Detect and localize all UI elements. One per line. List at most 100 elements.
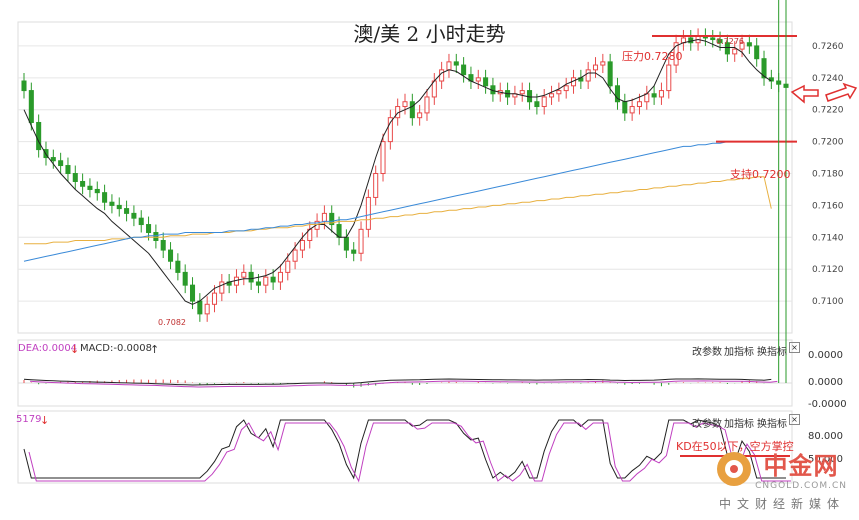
candle-body xyxy=(153,232,159,241)
candle-body xyxy=(197,300,203,315)
y-tick-label: 0.7260 xyxy=(812,42,844,52)
candle-body xyxy=(146,224,152,234)
candle-body xyxy=(417,112,423,119)
candle-body xyxy=(248,271,254,283)
ma-line-blue xyxy=(23,141,786,262)
candle-body xyxy=(72,173,78,182)
candle-body xyxy=(138,217,144,226)
candle-body xyxy=(483,77,489,87)
y-tick-label: 0.7200 xyxy=(812,138,844,148)
candle-body xyxy=(358,228,364,254)
candle-body xyxy=(160,239,166,251)
kd-switch-indicator-button[interactable]: 换指标 xyxy=(757,419,787,430)
candle-body xyxy=(549,93,555,98)
candle-body xyxy=(299,239,305,251)
kd-annotation: KD在50以下，空方掌控 xyxy=(676,440,794,453)
candle-body xyxy=(461,64,467,76)
macd-switch-indicator-button[interactable]: 换指标 xyxy=(757,347,787,358)
y-tick-label: 0.7120 xyxy=(812,265,844,275)
macd-ytick: 0.0000 xyxy=(808,350,843,361)
candle-body xyxy=(50,157,56,162)
candle-body xyxy=(534,101,540,108)
candle-body xyxy=(409,101,415,119)
kd-change-params-button[interactable]: 改参数 xyxy=(692,419,722,430)
kd-panel-frame xyxy=(17,410,793,484)
kd-close-icon[interactable]: × xyxy=(789,414,800,425)
candle-body xyxy=(439,69,445,82)
ma-line-black xyxy=(23,38,772,305)
candle-body xyxy=(666,64,672,92)
kd-ytick: 80.000 xyxy=(808,431,843,442)
candle-body xyxy=(754,45,760,60)
candle-body xyxy=(263,276,269,286)
high-price-label: 0.7276 xyxy=(716,37,744,46)
candle-body xyxy=(109,201,115,206)
watermark-cn: 中金网 xyxy=(763,452,839,480)
candle-body xyxy=(746,42,752,47)
y-tick-label: 0.7140 xyxy=(812,233,844,243)
candle-body xyxy=(739,42,745,50)
candle-body xyxy=(658,90,664,98)
candle-body xyxy=(321,212,327,222)
kd-add-indicator-button[interactable]: 加指标 xyxy=(724,419,754,430)
candle-body xyxy=(732,48,738,55)
candle-body xyxy=(585,69,591,82)
candle-body xyxy=(124,208,130,214)
candle-body xyxy=(622,101,628,114)
candle-body xyxy=(87,185,93,190)
candle-body xyxy=(36,121,42,151)
candle-body xyxy=(717,39,723,44)
y-tick-label: 0.7180 xyxy=(812,170,844,180)
candle-body xyxy=(175,260,181,273)
candle-body xyxy=(58,160,64,167)
up-arrow-icon xyxy=(825,82,858,102)
y-tick-label: 0.7220 xyxy=(812,106,844,116)
candle-body xyxy=(475,77,481,82)
watermark-sub: 中文财经新媒体 xyxy=(719,497,846,511)
macd-close-icon[interactable]: × xyxy=(789,342,800,353)
resistance-label: 压力0.7280 xyxy=(622,50,683,63)
candle-body xyxy=(329,212,335,226)
macd-add-indicator-button[interactable]: 加指标 xyxy=(724,347,754,358)
candle-body xyxy=(241,271,247,278)
y-tick-label: 0.7160 xyxy=(812,201,844,211)
kd-arrow-icon: ↓ xyxy=(40,414,50,427)
candle-body xyxy=(21,80,27,92)
candle-body xyxy=(102,192,108,203)
candle-body xyxy=(270,276,276,283)
watermark: 中金网 CNGOLD.COM.CN 中文财经新媒体 xyxy=(717,446,847,512)
candle-body xyxy=(373,173,379,198)
candle-body xyxy=(277,271,283,283)
macd-dif-line xyxy=(23,378,772,386)
chart-title: 澳/美 2 小时走势 xyxy=(353,22,506,46)
cngold-logo-icon xyxy=(717,451,752,486)
dea-arrow-icon: ↓ xyxy=(70,343,80,356)
candle-body xyxy=(600,61,606,66)
macd-label: MACD:-0.0008 xyxy=(80,343,152,354)
candle-body xyxy=(629,106,635,114)
candle-body xyxy=(168,249,174,262)
candle-body xyxy=(343,236,349,251)
candle-body xyxy=(724,42,730,55)
y-tick-label: 0.7240 xyxy=(812,74,844,84)
candle-body xyxy=(446,61,452,71)
candle-body xyxy=(527,90,533,103)
candle-body xyxy=(651,93,657,98)
macd-change-params-button[interactable]: 改参数 xyxy=(692,347,722,358)
candle-body xyxy=(255,281,261,286)
candle-body xyxy=(592,64,599,71)
support-label: 支持0.7200 xyxy=(730,168,791,181)
candle-body xyxy=(380,141,386,175)
candle-body xyxy=(636,101,642,108)
candle-body xyxy=(285,260,291,273)
candle-body xyxy=(761,58,767,79)
candle-body xyxy=(424,96,430,114)
candle-body xyxy=(453,61,459,66)
candle-body xyxy=(607,61,613,87)
candle-body xyxy=(94,188,100,194)
y-tick-label: 0.7100 xyxy=(812,297,844,307)
kd-label: 5179 xyxy=(16,414,42,425)
candle-body xyxy=(182,271,188,286)
macd-ytick: 0.0000 xyxy=(808,377,843,388)
